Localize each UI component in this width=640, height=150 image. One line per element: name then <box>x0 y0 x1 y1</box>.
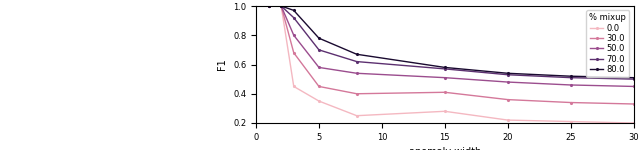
70.0 <box>353 61 360 62</box>
70.0 <box>290 17 298 19</box>
80.0 <box>353 53 360 55</box>
Line: 0.0: 0.0 <box>267 4 636 125</box>
0.0 <box>277 5 285 7</box>
80.0 <box>265 5 273 7</box>
Line: 70.0: 70.0 <box>267 4 636 81</box>
80.0 <box>315 37 323 39</box>
80.0 <box>441 67 449 68</box>
70.0 <box>441 68 449 70</box>
0.0 <box>315 100 323 102</box>
30.0 <box>504 99 511 100</box>
0.0 <box>567 121 575 122</box>
80.0 <box>290 9 298 11</box>
30.0 <box>315 85 323 87</box>
50.0 <box>630 85 637 87</box>
50.0 <box>567 84 575 86</box>
30.0 <box>441 91 449 93</box>
50.0 <box>441 77 449 79</box>
0.0 <box>353 115 360 117</box>
Y-axis label: F1: F1 <box>218 59 227 70</box>
80.0 <box>630 77 637 79</box>
80.0 <box>504 72 511 74</box>
X-axis label: anomaly width: anomaly width <box>409 147 481 150</box>
50.0 <box>290 34 298 36</box>
0.0 <box>441 110 449 112</box>
Legend: 0.0, 30.0, 50.0, 70.0, 80.0: 0.0, 30.0, 50.0, 70.0, 80.0 <box>586 10 629 77</box>
50.0 <box>315 67 323 68</box>
0.0 <box>630 122 637 124</box>
70.0 <box>630 78 637 80</box>
Line: 80.0: 80.0 <box>267 4 636 79</box>
30.0 <box>290 52 298 54</box>
50.0 <box>504 81 511 83</box>
80.0 <box>567 75 575 77</box>
30.0 <box>567 102 575 103</box>
0.0 <box>265 5 273 7</box>
70.0 <box>567 77 575 79</box>
Line: 50.0: 50.0 <box>267 4 636 88</box>
Line: 30.0: 30.0 <box>267 4 636 106</box>
0.0 <box>290 85 298 87</box>
30.0 <box>630 103 637 105</box>
50.0 <box>353 72 360 74</box>
70.0 <box>265 5 273 7</box>
80.0 <box>277 5 285 7</box>
50.0 <box>265 5 273 7</box>
70.0 <box>277 5 285 7</box>
0.0 <box>504 119 511 121</box>
30.0 <box>265 5 273 7</box>
50.0 <box>277 5 285 7</box>
30.0 <box>353 93 360 95</box>
70.0 <box>315 49 323 51</box>
30.0 <box>277 5 285 7</box>
70.0 <box>504 74 511 76</box>
